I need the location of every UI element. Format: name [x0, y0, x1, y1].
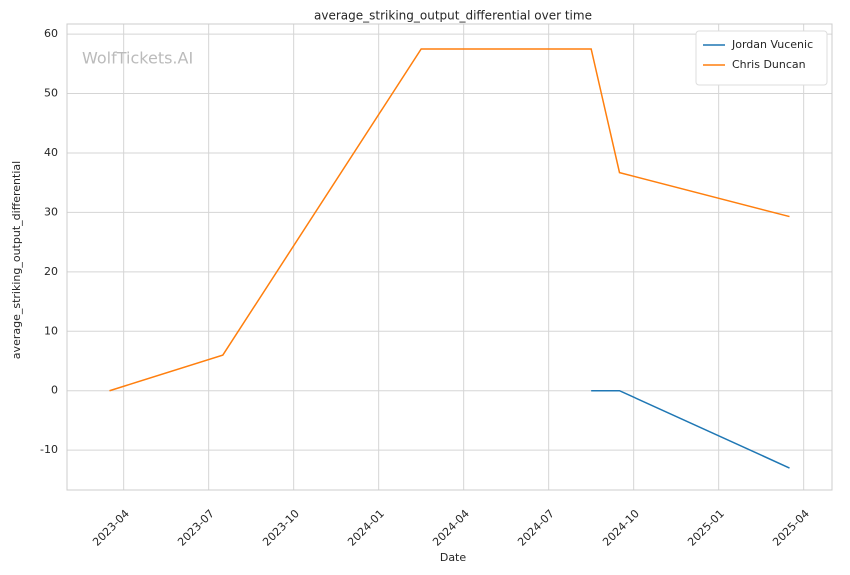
legend-label: Chris Duncan: [732, 58, 806, 71]
x-tick-label: 2023-07: [175, 507, 217, 549]
x-axis-label: Date: [440, 551, 467, 564]
x-tick-label: 2024-07: [515, 507, 557, 549]
watermark: WolfTickets.AI: [82, 49, 193, 68]
x-tick-label: 2024-01: [345, 507, 387, 549]
series-line: [109, 48, 790, 392]
grid: [67, 24, 832, 490]
y-axis-label: average_striking_output_differential: [10, 161, 23, 359]
legend-label: Jordan Vucenic: [731, 38, 813, 51]
y-tick-label: 30: [44, 205, 58, 218]
y-tick-label: 20: [44, 265, 58, 278]
x-tick-label: 2024-10: [600, 507, 642, 549]
x-tick-label: 2023-10: [260, 507, 302, 549]
legend: Jordan Vucenic Chris Duncan: [695, 30, 828, 86]
x-tick-label: 2023-04: [90, 507, 132, 549]
y-tick-label: -10: [40, 443, 58, 456]
legend-box: [695, 30, 828, 86]
x-tick-label: 2025-04: [770, 507, 812, 549]
plot-frame: [66, 23, 833, 491]
y-tick-label: 50: [44, 87, 58, 100]
chart-title: average_striking_output_differential ove…: [314, 9, 592, 23]
x-tick-label: 2024-04: [430, 507, 472, 549]
y-tick-label: 40: [44, 146, 58, 159]
y-tick-label: 10: [44, 324, 58, 337]
y-tick-label: 0: [51, 384, 58, 397]
x-tick-label: 2025-01: [685, 507, 727, 549]
series-line: [591, 389, 790, 469]
y-tick-label: 60: [44, 27, 58, 40]
